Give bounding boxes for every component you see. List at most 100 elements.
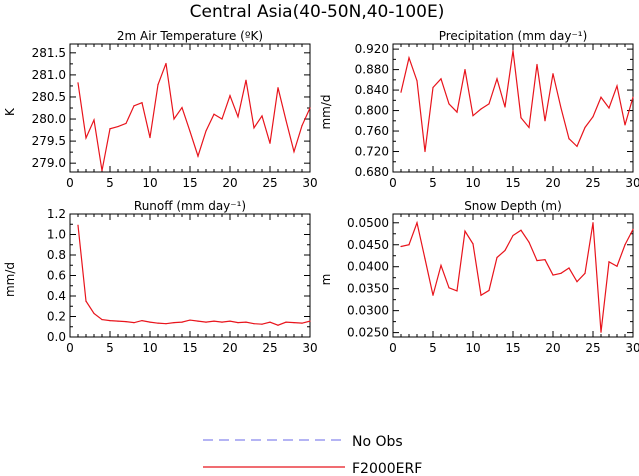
y-tick-label: 0.6	[47, 269, 66, 283]
data-point	[165, 62, 167, 65]
x-tick-label: 15	[505, 341, 520, 355]
data-point	[552, 274, 554, 276]
data-point	[544, 259, 546, 261]
data-point	[221, 118, 223, 120]
data-point	[432, 86, 434, 89]
data-point	[400, 91, 402, 93]
data-point	[237, 116, 239, 118]
x-tick-label: 10	[142, 341, 157, 355]
data-point	[400, 245, 402, 248]
y-tick-label: 0.8	[47, 248, 66, 262]
data-point	[269, 142, 271, 144]
data-point	[181, 106, 183, 109]
data-point	[261, 323, 263, 325]
data-point	[576, 281, 578, 283]
panel-1: 2m Air Temperature (ºK) K 0 5 10 15 20 25 30 279.…	[3, 29, 318, 190]
data-point	[117, 320, 119, 322]
y-tick-label: 281.5	[32, 46, 66, 60]
data-point	[93, 119, 95, 121]
x-tick-label: 0	[66, 176, 74, 190]
data-point	[245, 79, 247, 81]
y-tick-label: 0.0400	[347, 260, 389, 274]
series-line-f2000erf	[400, 50, 634, 152]
data-point	[424, 258, 426, 260]
data-point	[285, 321, 287, 323]
y-tick-label: 0.840	[355, 83, 389, 97]
data-point	[416, 222, 418, 224]
panels: 2m Air Temperature (ºK) K 0 5 10 15 20 25 30 279.…	[3, 29, 639, 355]
data-point	[488, 289, 490, 292]
x-tick-label: 10	[465, 341, 480, 355]
x-tick-label: 5	[429, 341, 437, 355]
data-point	[141, 102, 143, 104]
data-point	[93, 312, 95, 315]
y-tick-label: 0.4	[47, 289, 66, 303]
x-tick-label: 15	[505, 176, 520, 190]
data-point	[600, 96, 602, 98]
data-point	[568, 138, 570, 140]
data-point	[125, 321, 127, 323]
legend-no-obs-label: No Obs	[352, 434, 403, 450]
panel-3-title: Runoff (mm day⁻¹)	[134, 199, 246, 213]
data-point	[77, 224, 79, 226]
data-point	[125, 122, 127, 125]
data-point	[424, 150, 426, 153]
data-point	[592, 116, 594, 118]
data-point	[253, 127, 255, 129]
x-tick-label: 30	[625, 341, 639, 355]
data-point	[576, 145, 578, 147]
data-point	[616, 85, 618, 87]
x-tick-label: 25	[585, 176, 600, 190]
y-tick-label: 0.0	[47, 330, 66, 344]
data-point	[149, 321, 151, 323]
data-point	[624, 124, 626, 126]
data-point	[109, 128, 111, 130]
data-point	[488, 103, 490, 105]
data-point	[456, 290, 458, 292]
data-point	[496, 256, 498, 259]
data-point	[568, 267, 570, 269]
y-tick-label: 1.0	[47, 228, 66, 242]
data-point	[472, 115, 474, 117]
x-tick-label: 25	[262, 176, 277, 190]
y-tick-label: 0.0500	[347, 216, 389, 230]
data-point	[205, 130, 207, 132]
data-point	[624, 244, 626, 246]
data-point	[77, 82, 79, 84]
y-tick-label: 0.760	[355, 124, 389, 138]
x-tick-label: 20	[545, 176, 560, 190]
panel-3-frame	[69, 213, 311, 338]
data-point	[512, 234, 514, 237]
panel-4-title: Snow Depth (m)	[464, 199, 562, 213]
data-point	[544, 120, 546, 122]
y-tick-label: 0.680	[355, 165, 389, 179]
data-point	[117, 125, 119, 128]
data-point	[301, 322, 303, 324]
x-tick-label: 15	[182, 176, 197, 190]
data-point	[600, 331, 602, 333]
data-point	[416, 80, 418, 82]
data-point	[432, 294, 434, 296]
y-tick-label: 1.2	[47, 207, 66, 221]
data-point	[85, 137, 87, 139]
data-point	[536, 259, 538, 262]
data-point	[189, 319, 191, 321]
x-tick-label: 15	[182, 341, 197, 355]
data-point	[157, 322, 159, 324]
y-tick-label: 279.0	[32, 156, 66, 170]
y-tick-label: 280.5	[32, 90, 66, 104]
data-point	[229, 320, 231, 322]
panel-2-ylabel: mm/d	[319, 94, 333, 129]
panel-4-ylabel: m	[319, 274, 333, 286]
x-tick-label: 25	[262, 341, 277, 355]
x-tick-label: 5	[106, 176, 114, 190]
y-tick-label: 0.0350	[347, 282, 389, 296]
data-point	[277, 87, 279, 89]
x-tick-label: 10	[142, 176, 157, 190]
data-point	[440, 264, 442, 266]
y-tick-label: 0.800	[355, 104, 389, 118]
data-point	[285, 119, 287, 121]
series-line-f2000erf	[77, 63, 311, 171]
series-line-f2000erf	[400, 220, 634, 333]
